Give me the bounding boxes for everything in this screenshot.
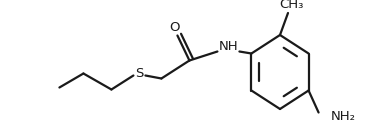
Text: CH₃: CH₃	[279, 0, 303, 12]
Text: NH₂: NH₂	[331, 110, 356, 123]
Text: NH: NH	[219, 40, 238, 53]
Text: O: O	[169, 21, 180, 34]
Text: S: S	[135, 67, 144, 80]
